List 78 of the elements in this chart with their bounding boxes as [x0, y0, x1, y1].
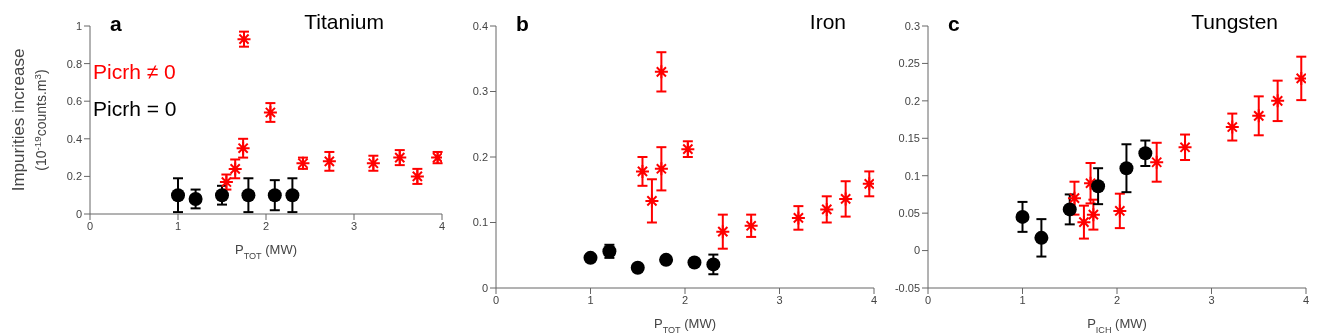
point — [819, 201, 835, 217]
x-tick-label: 1 — [587, 293, 594, 306]
text: Picrh ≠ 0 — [93, 59, 177, 85]
point — [1066, 190, 1082, 206]
point — [1224, 119, 1240, 135]
y-tick-label: 0 — [75, 207, 82, 220]
annotation: a — [110, 12, 122, 36]
point — [1112, 203, 1128, 219]
point — [634, 163, 650, 179]
point — [171, 188, 185, 203]
y-tick-label: 0.15 — [898, 132, 920, 145]
point — [838, 191, 854, 207]
y-tick-label: 0.3 — [472, 85, 488, 98]
x-tick-label: 4 — [438, 219, 446, 232]
chart-title: Titanium — [304, 10, 384, 34]
y-tick-label: 1 — [75, 19, 82, 32]
annotation: c — [948, 12, 960, 36]
point — [1177, 139, 1193, 155]
y-tick-label: 0.25 — [898, 57, 920, 70]
point — [583, 250, 598, 265]
x-tick-label: 3 — [1208, 293, 1215, 306]
x-tick-label: 3 — [776, 293, 783, 306]
x-axis-title: P$_{ICH}$ (MW) — [1087, 316, 1147, 333]
point — [1015, 209, 1030, 224]
point — [644, 193, 660, 209]
x-tick-label: 4 — [870, 293, 878, 306]
x-tick-label: 2 — [262, 219, 270, 232]
y-tick-label: 0.2 — [472, 150, 488, 163]
x-tick-label: 0 — [492, 293, 500, 306]
point — [659, 252, 674, 267]
y-tick-label: 0.2 — [904, 94, 920, 107]
y-tick-label: 0.1 — [904, 169, 920, 182]
point — [241, 188, 256, 203]
text: Picrh = 0 — [93, 96, 177, 122]
point — [1119, 161, 1134, 176]
y-tick-label: 0.8 — [66, 57, 82, 70]
point — [215, 188, 229, 203]
point — [1251, 108, 1267, 124]
y-tick-label: 0.6 — [66, 95, 82, 108]
x-tick-label: 0 — [924, 293, 932, 306]
x-tick-label: 4 — [1302, 293, 1310, 306]
y-tick-label: 0 — [913, 244, 920, 257]
point — [653, 64, 669, 80]
y-tick-label: 0.4 — [66, 132, 82, 145]
x-tick-label: 1 — [1019, 293, 1026, 306]
y-tick-label: 0.1 — [472, 216, 488, 229]
y-tick-label: 0.2 — [66, 170, 82, 183]
x-tick-label: 2 — [1113, 293, 1121, 306]
y-tick-label: -0.05 — [894, 281, 920, 294]
y-tick-label: 0 — [481, 281, 488, 294]
point — [1062, 202, 1077, 217]
point — [285, 188, 300, 203]
point — [1091, 179, 1106, 194]
x-tick-label: 0 — [86, 219, 94, 232]
point — [1270, 93, 1286, 109]
point — [1034, 230, 1049, 245]
annotation: b — [516, 12, 529, 36]
y-tick-label: 0.3 — [904, 19, 920, 32]
x-tick-label: 1 — [174, 219, 182, 232]
point — [1138, 146, 1153, 161]
y-tick-label: 0.05 — [898, 207, 920, 220]
point — [687, 255, 702, 270]
x-axis-title: P$_{TOT}$ (MW) — [653, 316, 717, 333]
point — [706, 257, 721, 272]
point — [188, 191, 203, 206]
x-tick-label: 2 — [681, 293, 689, 306]
point — [653, 161, 669, 177]
point — [1149, 154, 1165, 170]
point — [630, 260, 645, 275]
chart-title: Tungsten — [1191, 10, 1278, 34]
x-tick-label: 3 — [350, 219, 358, 232]
point — [790, 210, 806, 226]
point — [267, 188, 282, 203]
y-tick-label: 0.4 — [472, 19, 488, 32]
x-axis-title: P$_{TOT}$ (MW) — [234, 242, 298, 261]
point — [743, 218, 759, 234]
point — [715, 224, 731, 240]
chart-title: Iron — [809, 10, 846, 34]
